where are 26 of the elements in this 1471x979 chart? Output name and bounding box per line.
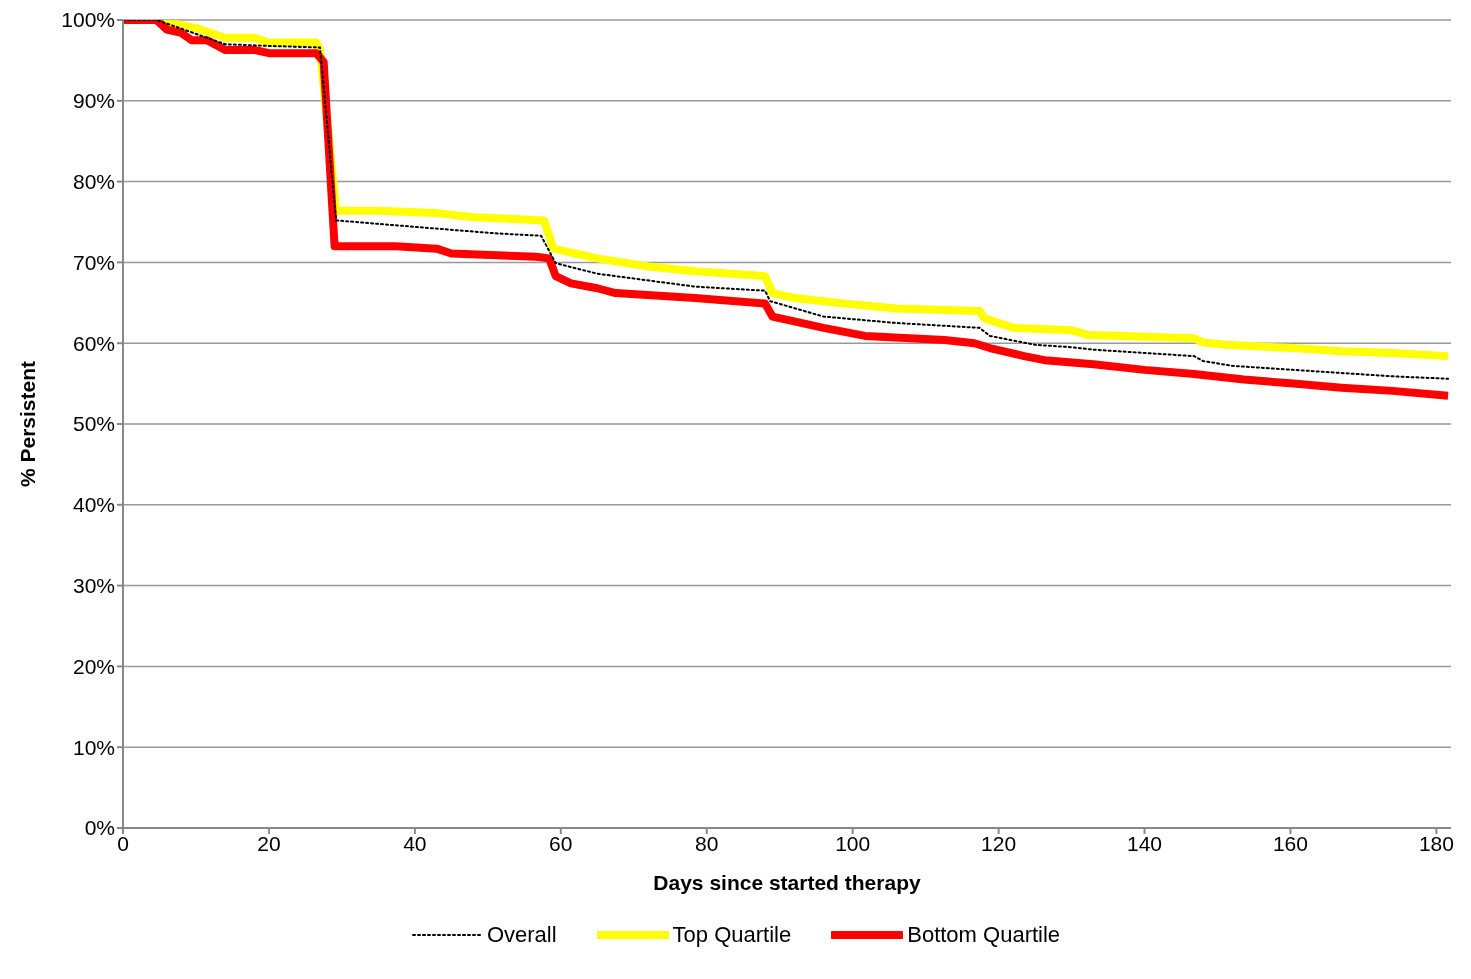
x-tick-label: 20 (257, 831, 281, 855)
y-tick-label: 30% (72, 574, 115, 598)
y-tick-label: 100% (61, 8, 115, 32)
x-tick-label: 40 (403, 831, 427, 855)
y-tick-label: 70% (72, 250, 115, 274)
x-tick-label: 140 (1127, 831, 1163, 855)
x-tick-label: 120 (981, 831, 1017, 855)
x-tick-label: 180 (1418, 831, 1454, 855)
y-axis-title: % Persistent (16, 360, 40, 488)
x-axis-title: Days since started therapy (653, 871, 921, 894)
legend-label: Bottom Quartile (907, 922, 1061, 948)
legend-label: Overall (486, 922, 557, 948)
y-tick-label: 60% (72, 331, 115, 355)
y-tick-label: 40% (72, 493, 115, 517)
y-tick-label: 20% (72, 654, 115, 678)
x-tick-label: 160 (1272, 831, 1308, 855)
y-tick-label: 80% (72, 170, 115, 194)
y-tick-label: 10% (72, 735, 115, 759)
x-tick-label: 100 (835, 831, 871, 855)
y-tick-label: 90% (72, 89, 115, 113)
x-tick-label: 0 (117, 831, 129, 855)
y-tick-label: 50% (72, 412, 115, 436)
legend-label: Top Quartile (672, 922, 792, 948)
y-tick-label: 0% (84, 816, 115, 840)
x-tick-label: 80 (695, 831, 719, 855)
x-tick-label: 60 (549, 831, 573, 855)
